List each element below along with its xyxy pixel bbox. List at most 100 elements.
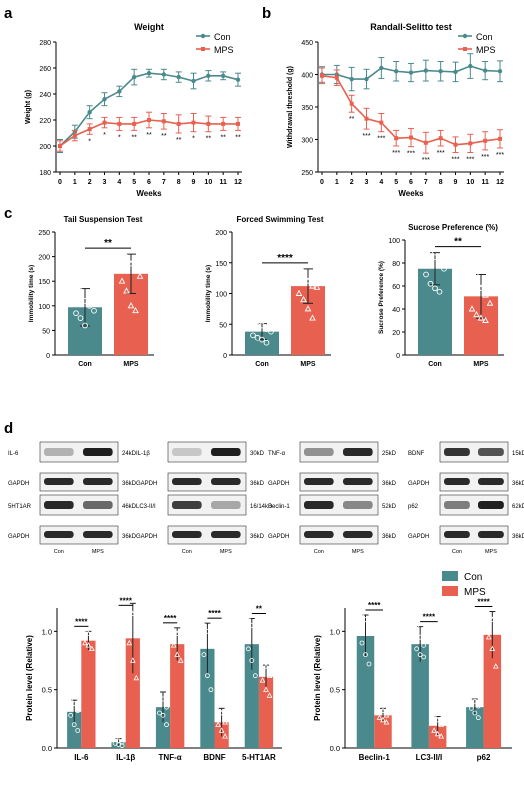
y-tick-label: 50 <box>42 328 50 335</box>
data-point-mps <box>87 127 92 132</box>
data-point <box>259 653 266 660</box>
blot-protein-label: 5HT1AR <box>8 504 32 510</box>
x-tick-label: MPS <box>300 361 316 368</box>
significance-mark: *** <box>377 136 385 143</box>
data-point <box>473 270 480 277</box>
data-point <box>91 307 97 314</box>
data-point <box>119 739 125 745</box>
legend-label-mps: MPS <box>476 45 496 55</box>
significance-mark: * <box>118 134 121 141</box>
blot-gapdh-kd-label: 36kD <box>512 481 524 487</box>
data-point-con <box>146 71 152 76</box>
blot-band <box>343 501 373 509</box>
blot-lane-label: Con <box>314 549 324 555</box>
blot-gapdh-membrane <box>439 525 509 545</box>
data-point <box>132 265 139 272</box>
blot-membrane <box>39 441 119 463</box>
data-point <box>485 610 492 617</box>
significance-mark: ** <box>161 133 167 140</box>
data-point <box>164 704 169 710</box>
data-point <box>436 260 443 266</box>
blot-lane-label: Con <box>452 549 462 555</box>
blot-membrane <box>299 441 379 463</box>
data-point-con <box>482 68 488 73</box>
data-point <box>468 305 476 312</box>
data-point-mps <box>423 140 428 145</box>
blot-gapdh-band <box>172 531 202 538</box>
data-point-mps <box>206 121 211 126</box>
data-point <box>136 272 144 279</box>
data-point <box>252 673 258 679</box>
significance-mark: *** <box>362 133 370 140</box>
significance-mark: ** <box>235 134 241 141</box>
data-point-con <box>438 69 443 74</box>
chart-title: Tail Suspension Test <box>64 215 143 224</box>
significance-mark: *** <box>496 152 504 159</box>
x-tick-label: 12 <box>234 179 242 186</box>
data-point <box>432 254 438 261</box>
y-tick-label: 240 <box>39 92 51 99</box>
data-point <box>215 698 221 704</box>
blot-gapdh-band <box>444 478 470 485</box>
blot-gapdh-label: GAPDH <box>136 534 157 540</box>
y-tick-label: 260 <box>39 66 51 73</box>
data-point-con <box>102 97 107 102</box>
y-tick-label: 0 <box>46 353 50 360</box>
legend-label-mps: MPS <box>214 45 234 55</box>
data-point <box>245 646 251 652</box>
x-tick-label: 1 <box>335 179 339 186</box>
x-tick-label: 4 <box>379 179 383 186</box>
data-point <box>468 259 476 266</box>
panel-label-b: b <box>262 5 271 22</box>
blot-protein-label: BDNF <box>408 451 425 457</box>
data-point <box>366 628 372 634</box>
y-tick-label: 400 <box>301 73 313 80</box>
data-point <box>71 722 77 728</box>
data-point-mps <box>132 121 137 126</box>
data-point <box>380 707 386 713</box>
data-point-con <box>379 65 384 71</box>
blot-gapdh-kd-label: 36kD <box>122 481 137 487</box>
data-point <box>126 639 133 646</box>
western-blot-panels: IL-624kDGAPDH36kDConMPSIL-1β30kDGAPDH36k… <box>8 441 524 555</box>
blot-kd-label: 15kD <box>512 451 524 457</box>
data-point <box>82 298 88 304</box>
data-point <box>363 617 368 623</box>
significance-mark: * <box>192 136 195 143</box>
data-point <box>414 623 420 628</box>
x-tick-label: 2 <box>88 179 92 186</box>
x-tick-label: 3 <box>365 179 369 186</box>
data-point <box>473 311 480 318</box>
panel-label-c: c <box>4 205 12 222</box>
data-point <box>431 712 438 718</box>
blot-membrane <box>439 441 509 463</box>
data-point <box>205 673 210 679</box>
data-point <box>485 633 492 640</box>
blot-gapdh-band <box>211 531 241 538</box>
data-point <box>132 306 139 314</box>
data-point-con <box>220 73 226 79</box>
chart-title: Sucrose Preference (%) <box>408 223 498 232</box>
data-point <box>468 705 474 711</box>
x-tick-label: 9 <box>192 179 196 186</box>
blot-gapdh-label: GAPDH <box>268 534 289 540</box>
data-point <box>160 712 166 718</box>
data-point <box>482 316 489 323</box>
chart-title: Weight <box>134 22 164 32</box>
blot-band <box>83 448 113 456</box>
data-point <box>71 701 77 707</box>
blot-gapdh-kd-label: 36kD <box>512 534 524 540</box>
data-point-con <box>131 74 137 80</box>
blot-lane-label: Con <box>182 549 192 555</box>
blot-gapdh-band <box>343 478 373 485</box>
bar-con <box>67 711 82 748</box>
data-point <box>252 634 258 640</box>
blot-protein-label: IL-1β <box>136 451 150 457</box>
data-point <box>127 302 135 309</box>
blot-kd-label: 52kD <box>382 504 397 510</box>
data-point <box>489 616 496 622</box>
significance-mark: **** <box>277 253 293 264</box>
data-point <box>309 282 316 289</box>
bar-con <box>411 644 429 748</box>
